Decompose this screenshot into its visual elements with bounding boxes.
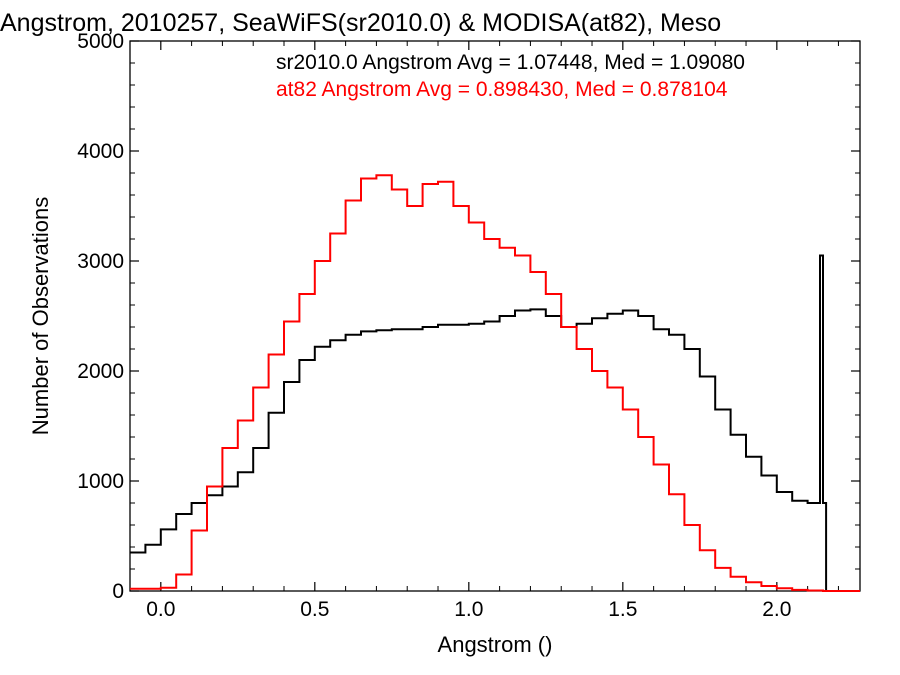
annotation-black: sr2010.0 Angstrom Avg = 1.07448, Med = 1… bbox=[276, 51, 745, 74]
x-tick-label: 1.0 bbox=[454, 598, 483, 621]
y-tick-label: 5000 bbox=[77, 30, 124, 53]
chart-title: Angstrom, 2010257, SeaWiFS(sr2010.0) & M… bbox=[0, 9, 721, 37]
y-tick-label: 0 bbox=[112, 580, 124, 603]
y-tick-label: 4000 bbox=[77, 140, 124, 163]
series-layer bbox=[130, 174, 860, 592]
y-tick-label: 1000 bbox=[77, 470, 124, 493]
plot-frame bbox=[129, 40, 861, 592]
x-tick-label: 1.5 bbox=[608, 598, 637, 621]
x-tick-label: 0.0 bbox=[146, 598, 175, 621]
y-tick-label: 2000 bbox=[77, 360, 124, 383]
y-axis-label: Number of Observations bbox=[28, 197, 53, 435]
x-axis-label: Angstrom () bbox=[438, 632, 553, 657]
x-tick-label: 2.0 bbox=[762, 598, 791, 621]
y-tick-label: 3000 bbox=[77, 250, 124, 273]
series-at82-line bbox=[130, 174, 860, 592]
series-sr2010-line bbox=[130, 254, 860, 592]
axis-ticks: 0 1000 2000 3000 4000 5000 0.0 0.5 1.0 1.5 2.0 bbox=[77, 30, 860, 621]
x-tick-label: 0.5 bbox=[300, 598, 329, 621]
annotation-red: at82 Angstrom Avg = 0.898430, Med = 0.87… bbox=[276, 78, 728, 101]
